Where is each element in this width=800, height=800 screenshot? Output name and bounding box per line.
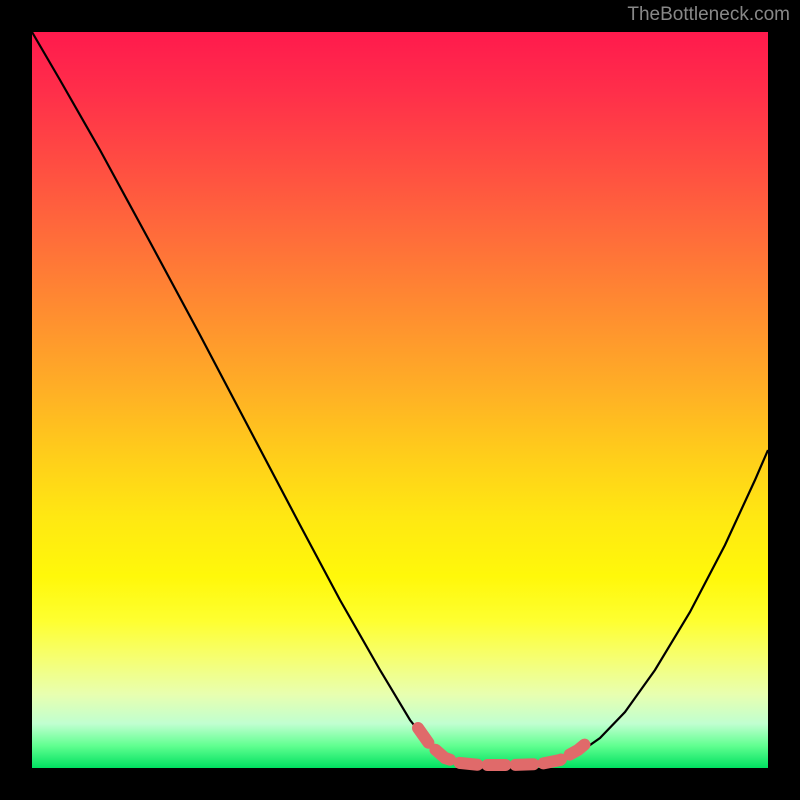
watermark-text: TheBottleneck.com: [627, 4, 790, 26]
chart-plot-area: [32, 32, 768, 768]
